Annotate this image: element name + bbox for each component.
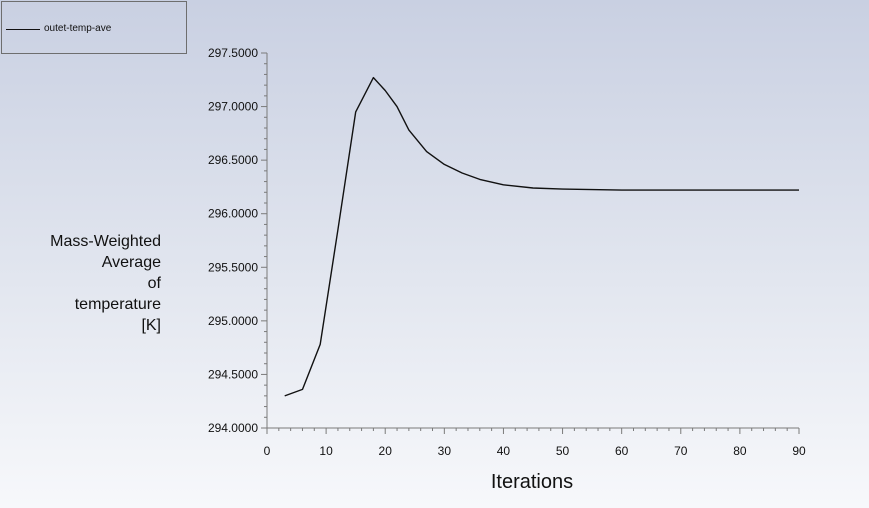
y-tick-label: 296.0000 xyxy=(208,207,258,221)
legend-line-swatch xyxy=(6,29,40,30)
x-tick-label: 90 xyxy=(792,444,806,458)
series-line xyxy=(284,76,799,397)
x-tick-label: 40 xyxy=(497,444,511,458)
y-tick-label: 295.0000 xyxy=(208,314,258,328)
y-axis-label-line: [K] xyxy=(141,317,161,334)
x-tick-label: 70 xyxy=(674,444,688,458)
x-tick-label: 60 xyxy=(615,444,629,458)
y-axis-label-line: temperature xyxy=(74,296,161,313)
series-layer xyxy=(284,76,799,397)
legend-label: outet-temp-ave xyxy=(44,23,112,34)
x-tick-label: 0 xyxy=(264,444,271,458)
x-tick-label: 50 xyxy=(556,444,570,458)
y-axis-label: Mass-Weighted Average of temperature [K] xyxy=(50,231,161,336)
y-tick-label: 294.0000 xyxy=(208,421,258,435)
x-tick-label: 20 xyxy=(379,444,393,458)
legend: outet-temp-ave xyxy=(1,1,187,54)
y-tick-label: 297.0000 xyxy=(208,100,258,114)
axes: 294.0000 294.5000 295.0000 295.5000 296.0000… xyxy=(208,46,806,458)
y-axis-label-line: Mass-Weighted xyxy=(50,233,161,250)
y-tick-label: 296.5000 xyxy=(208,153,258,167)
x-axis-label: Iterations xyxy=(491,471,573,493)
x-tick-label: 80 xyxy=(733,444,747,458)
y-tick-label: 295.5000 xyxy=(208,260,258,274)
y-axis-label-line: Average xyxy=(101,254,161,271)
y-tick-label: 297.5000 xyxy=(208,46,258,60)
y-tick-label: 294.5000 xyxy=(208,367,258,381)
x-tick-label: 10 xyxy=(319,444,333,458)
x-tick-label: 30 xyxy=(438,444,452,458)
y-axis-label-line: of xyxy=(147,275,161,292)
